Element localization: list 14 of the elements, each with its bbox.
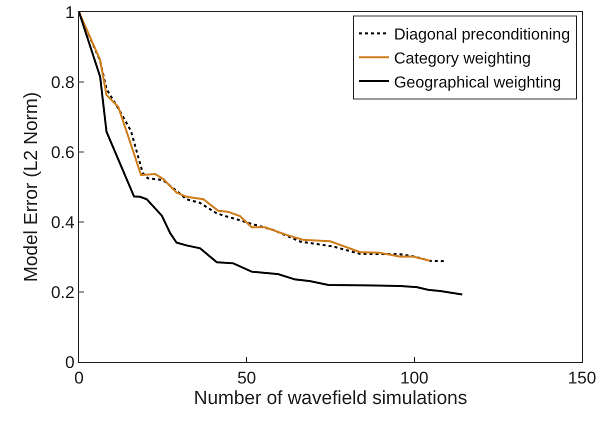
y-tick-label: 0.8 <box>50 72 75 92</box>
y-tick-label: 1 <box>65 2 75 22</box>
x-tick-label: 150 <box>568 368 596 388</box>
legend-label: Geographical weighting <box>394 74 562 92</box>
y-tick-label: 0.4 <box>50 212 75 232</box>
y-tick-label: 0.6 <box>50 142 75 162</box>
legend-label: Diagonal preconditioning <box>394 26 570 44</box>
y-tick-label: 0 <box>65 352 75 372</box>
y-tick-label: 0.2 <box>50 282 75 302</box>
legend-label: Category weighting <box>394 50 531 68</box>
y-axis-title: Model Error (L2 Norm) <box>20 92 42 282</box>
x-axis-title: Number of wavefield simulations <box>194 388 468 410</box>
x-tick-label: 100 <box>400 368 429 388</box>
x-tick-label: 50 <box>237 368 256 388</box>
